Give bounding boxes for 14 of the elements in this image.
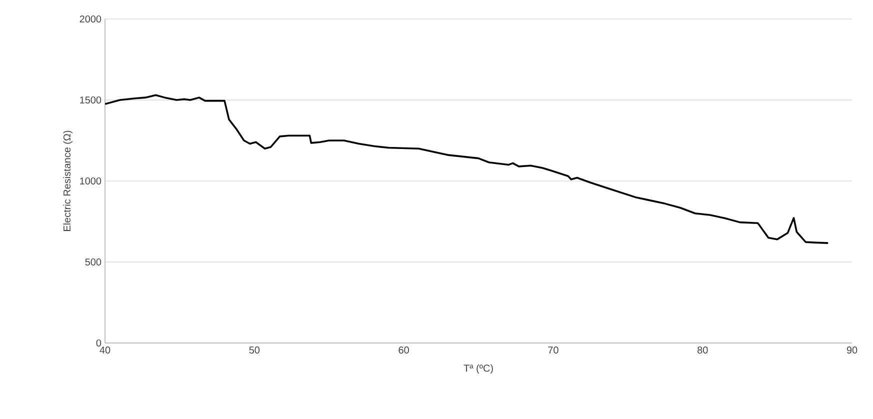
x-tick-label: 50 [249,346,260,354]
y-tick-label: 0 [96,339,102,347]
x-tick-label: 60 [398,346,409,354]
x-tick-label: 40 [100,346,110,354]
line-series [105,94,829,244]
x-tick-label: 70 [548,346,558,354]
x-tick-label: 80 [697,346,708,354]
x-tick-label: 90 [846,346,858,354]
y-tick-label: 1500 [80,96,102,104]
x-axis-title: Tª (ºC) [464,364,493,374]
y-tick-label: 2000 [80,15,102,23]
y-tick-label: 500 [85,258,102,266]
y-axis-title: Electric Resistance (Ω) [63,130,72,231]
y-tick-label: 1000 [80,177,102,185]
